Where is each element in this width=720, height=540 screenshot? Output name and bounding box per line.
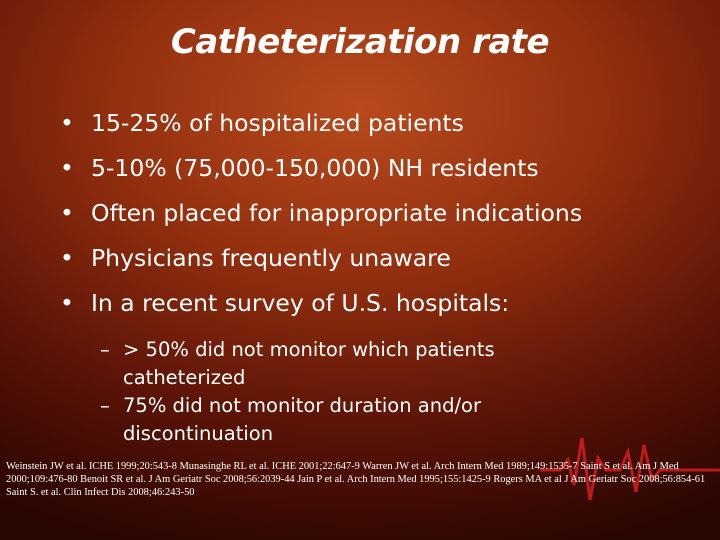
bullet-dot-icon: • — [60, 289, 74, 317]
bullet-dot-icon: • — [60, 154, 74, 182]
bullet-item: • 5-10% (75,000-150,000) NH residents — [60, 151, 582, 196]
dash-icon: – — [100, 338, 110, 361]
bullet-list: • 15-25% of hospitalized patients • 5-10% … — [60, 106, 582, 331]
references-footnote: Weinstein JW et al. ICHE 1999;20:543-8 M… — [6, 461, 706, 498]
dash-icon: – — [100, 394, 110, 417]
bullet-item: • Often placed for inappropriate indicati… — [60, 196, 582, 241]
bullet-text: Often placed for inappropriate indicatio… — [91, 199, 583, 227]
bullet-dot-icon: • — [60, 199, 74, 227]
bullet-item: • 15-25% of hospitalized patients — [60, 106, 582, 151]
bullet-item: • Physicians frequently unaware — [60, 241, 582, 286]
bullet-text: Physicians frequently unaware — [91, 244, 451, 272]
sub-bullet-item: –75% did not monitor duration and/or dis… — [100, 392, 570, 448]
bullet-dot-icon: • — [60, 109, 74, 137]
sub-bullet-list: – > 50% did not monitor which patients ca… — [100, 336, 570, 448]
sub-bullet-item: – > 50% did not monitor which patients ca… — [100, 336, 570, 392]
slide-title: Catheterization rate — [170, 22, 550, 62]
bullet-dot-icon: • — [60, 244, 74, 272]
bullet-text: 5-10% (75,000-150,000) NH residents — [91, 154, 539, 182]
sub-bullet-text: 75% did not monitor duration and/or disc… — [123, 394, 481, 445]
bullet-text: In a recent survey of U.S. hospitals: — [91, 289, 510, 317]
ekg-heartbeat-icon — [540, 437, 720, 501]
bullet-item: • In a recent survey of U.S. hospitals: — [60, 286, 582, 331]
bullet-text: 15-25% of hospitalized patients — [91, 109, 464, 137]
sub-bullet-text: > 50% did not monitor which patients cat… — [123, 338, 495, 389]
